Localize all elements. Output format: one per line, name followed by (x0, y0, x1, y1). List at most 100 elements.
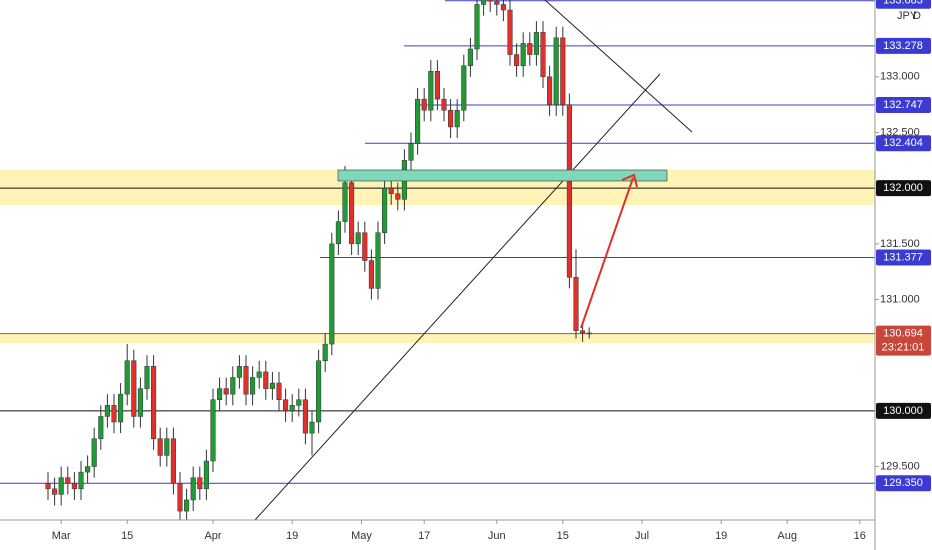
x-tick-label: 17 (418, 530, 430, 542)
candle-body (243, 366, 249, 395)
candle-body (441, 98, 447, 111)
symbol: JPY (897, 10, 918, 22)
candle-body (316, 360, 322, 423)
interval: D (913, 10, 921, 22)
price-label-box (876, 325, 931, 356)
x-tick-label: 16 (854, 530, 866, 542)
candle-body (302, 399, 308, 434)
candle-body (388, 187, 394, 194)
candle-body (395, 193, 401, 200)
candle-body (157, 438, 163, 456)
price-label-box (876, 97, 931, 114)
candle-body (500, 4, 506, 11)
candle-body (322, 343, 328, 362)
zones (0, 170, 875, 343)
candle-body (190, 477, 196, 501)
candle-body (586, 332, 592, 335)
candle-body (289, 405, 295, 412)
price-label-box (876, 475, 931, 492)
candle-body (547, 76, 553, 105)
candle-body (131, 360, 137, 417)
candle-body (71, 483, 77, 490)
candle-body (375, 232, 381, 289)
candle-body (65, 477, 71, 484)
price-label: 132.747 (883, 99, 923, 111)
price-label-box (876, 249, 931, 266)
candle-body (514, 54, 520, 66)
candle-body (250, 377, 256, 395)
candle-body (566, 104, 572, 278)
price-label-box (876, 180, 931, 197)
x-tick-label: Apr (204, 530, 221, 542)
candle-body (104, 405, 110, 417)
candle-body (494, 0, 500, 5)
x-tick-label: Mar (52, 530, 71, 542)
trend-line (544, 0, 693, 133)
candle-body (91, 438, 97, 467)
candle-body (263, 371, 269, 389)
y-tick-label: 133.000 (880, 71, 920, 83)
candle-body (540, 32, 546, 78)
candle-body (144, 366, 150, 389)
y-tick-label: 131.000 (880, 293, 920, 305)
candle-body (329, 243, 335, 345)
candle-body (362, 232, 368, 261)
drawings (254, 0, 693, 520)
candle-body (223, 388, 229, 395)
candle-body (164, 438, 170, 456)
candle-body (217, 388, 223, 400)
arrow (580, 177, 634, 329)
x-tick-label: May (351, 530, 372, 542)
candle-body (197, 477, 203, 490)
candle-body (368, 260, 374, 289)
candle-body (349, 182, 355, 245)
candle-body (210, 399, 216, 462)
price-label-box (876, 37, 931, 54)
candle-body (560, 37, 566, 105)
price-label-box (876, 0, 931, 9)
candle-body (448, 109, 454, 128)
price-label-box (876, 402, 931, 419)
candle-body (533, 32, 539, 55)
candle-body (118, 393, 124, 423)
x-tick-label: Jun (488, 530, 506, 542)
x-tick-label: Aug (777, 530, 797, 542)
candle-body (230, 377, 236, 395)
candle-body (98, 416, 104, 439)
candle-body (184, 499, 190, 512)
price-label: 132.404 (883, 137, 923, 149)
candle-body (573, 277, 579, 331)
candle-body (355, 232, 361, 245)
price-label-box (876, 135, 931, 152)
candle-body (481, 0, 487, 5)
candle-body (408, 143, 414, 161)
trend-line (254, 73, 661, 520)
candle-body (520, 43, 526, 66)
candle-body (151, 366, 157, 439)
arrow-head (621, 173, 638, 188)
candle-body (111, 405, 117, 423)
candle-body (236, 366, 242, 378)
candle-body (553, 37, 559, 105)
candle-body (415, 98, 421, 144)
x-tick-label: 15 (121, 530, 133, 542)
x-tick-label: 19 (715, 530, 727, 542)
candle-body (52, 488, 58, 495)
candle-body (474, 4, 480, 50)
price-label: 133.278 (883, 40, 923, 52)
candle-body (487, 0, 493, 2)
candle-body (256, 371, 262, 378)
candle-body (421, 98, 427, 111)
candle-body (85, 466, 91, 473)
candles (45, 0, 592, 520)
candle-body (45, 483, 51, 490)
candle-body (454, 109, 460, 128)
candle-body (177, 483, 183, 512)
candle-body (58, 477, 64, 495)
candle-body (276, 382, 282, 400)
price-label: 133.683 (883, 0, 923, 7)
price-label: 130.000 (883, 405, 923, 417)
x-tick-label: 15 (557, 530, 569, 542)
